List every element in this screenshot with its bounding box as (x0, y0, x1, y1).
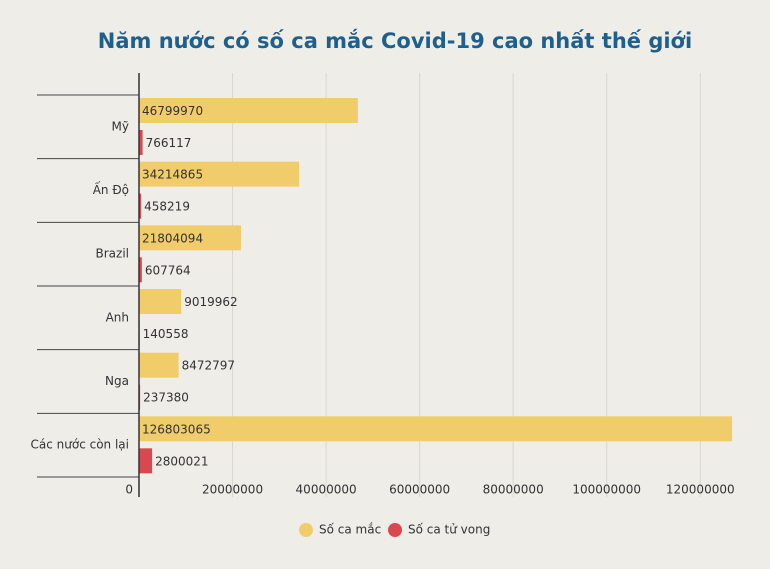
value-label: 46799970 (142, 104, 203, 118)
x-tick-label: 80000000 (483, 483, 544, 497)
value-label: 607764 (145, 263, 191, 277)
value-label: 2800021 (155, 454, 208, 468)
value-label: 8472797 (182, 359, 235, 373)
y-tick-label: Ấn Độ (93, 181, 129, 197)
legend-marker (299, 523, 313, 537)
bar (139, 257, 142, 283)
chart-title: Năm nước có số ca mắc Covid-19 cao nhất … (98, 28, 692, 53)
bar (139, 416, 733, 442)
value-label: 9019962 (184, 295, 237, 309)
y-tick-label: Các nước còn lại (31, 438, 130, 452)
y-tick-label: Anh (106, 310, 129, 324)
value-label: 458219 (144, 200, 190, 214)
value-label: 21804094 (142, 231, 203, 245)
value-label: 140558 (143, 327, 189, 341)
bar (139, 289, 182, 314)
x-tick-label: 60000000 (389, 483, 450, 497)
legend-label: Số ca tử vong (408, 523, 490, 537)
value-label: 237380 (143, 391, 189, 405)
bar (139, 161, 300, 187)
value-label: 34214865 (142, 168, 203, 182)
bar (139, 448, 153, 474)
x-tick-label: 100000000 (572, 483, 641, 497)
bar (139, 352, 179, 378)
legend-marker (388, 523, 402, 537)
x-tick-label: 0 (125, 483, 133, 497)
value-label: 126803065 (142, 422, 211, 436)
y-tick-label: Brazil (96, 247, 130, 261)
y-tick-label: Nga (105, 374, 129, 388)
bar (139, 98, 358, 123)
x-tick-label: 20000000 (202, 483, 263, 497)
bar (139, 225, 241, 251)
x-tick-label: 120000000 (666, 483, 735, 497)
value-label: 766117 (146, 136, 192, 150)
bar (139, 193, 142, 219)
bar (139, 130, 143, 155)
y-tick-label: Mỹ (112, 119, 129, 133)
x-tick-label: 40000000 (296, 483, 357, 497)
legend-label: Số ca mắc (319, 523, 381, 537)
